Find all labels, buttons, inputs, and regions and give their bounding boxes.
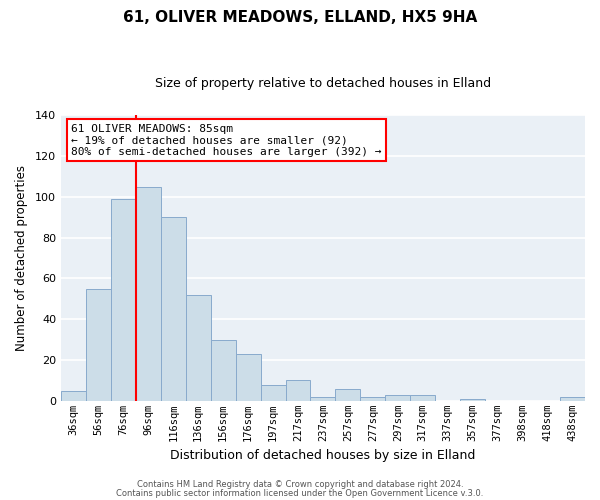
Bar [86,288,111,401]
Bar [385,395,410,401]
Bar [260,384,286,401]
Bar [310,397,335,401]
Bar [136,186,161,401]
Bar [335,388,361,401]
Bar [61,390,86,401]
Text: Contains public sector information licensed under the Open Government Licence v.: Contains public sector information licen… [116,489,484,498]
Bar [211,340,236,401]
Title: Size of property relative to detached houses in Elland: Size of property relative to detached ho… [155,78,491,90]
Bar [460,399,485,401]
Text: Contains HM Land Registry data © Crown copyright and database right 2024.: Contains HM Land Registry data © Crown c… [137,480,463,489]
Bar [186,295,211,401]
X-axis label: Distribution of detached houses by size in Elland: Distribution of detached houses by size … [170,450,476,462]
Text: 61, OLIVER MEADOWS, ELLAND, HX5 9HA: 61, OLIVER MEADOWS, ELLAND, HX5 9HA [123,10,477,25]
Bar [236,354,260,401]
Y-axis label: Number of detached properties: Number of detached properties [15,165,28,351]
Bar [161,218,186,401]
Bar [410,395,435,401]
Bar [286,380,310,401]
Bar [111,199,136,401]
Bar [361,397,385,401]
Text: 61 OLIVER MEADOWS: 85sqm
← 19% of detached houses are smaller (92)
80% of semi-d: 61 OLIVER MEADOWS: 85sqm ← 19% of detach… [71,124,382,157]
Bar [560,397,585,401]
